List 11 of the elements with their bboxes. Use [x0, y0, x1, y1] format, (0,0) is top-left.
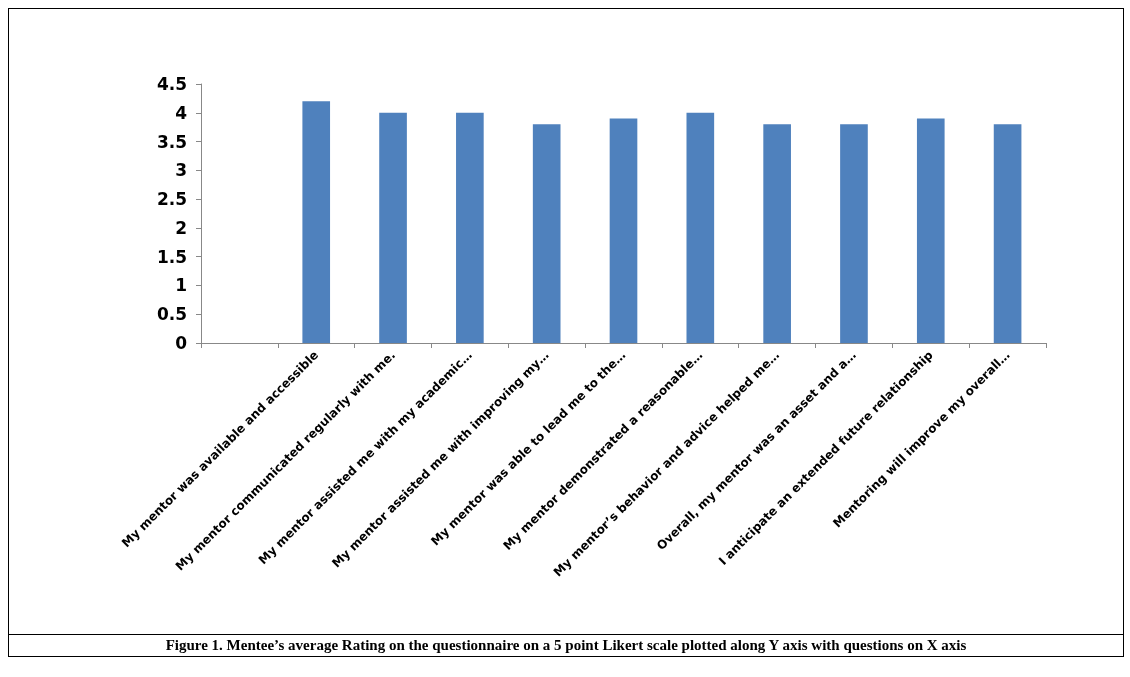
y-tick-label: 4.5 [156, 74, 187, 94]
y-tick-label: 1 [175, 275, 187, 296]
y-tick-label: 0.5 [156, 304, 187, 325]
y-tick-label: 3.5 [156, 131, 187, 152]
y-tick-label: 4 [175, 102, 188, 123]
y-tick-label: 2.5 [156, 189, 187, 210]
caption: Figure 1. Mentee’s average Rating on the questionnaire on a 5 point Likert scale plotted along Y axis with questions on X axis [164, 636, 968, 655]
y-tick-label: 1.5 [156, 246, 187, 267]
y-tick-label: 0 [175, 333, 188, 353]
y-tick-label: 3 [175, 160, 187, 181]
y-tick-label: 2 [175, 217, 187, 238]
